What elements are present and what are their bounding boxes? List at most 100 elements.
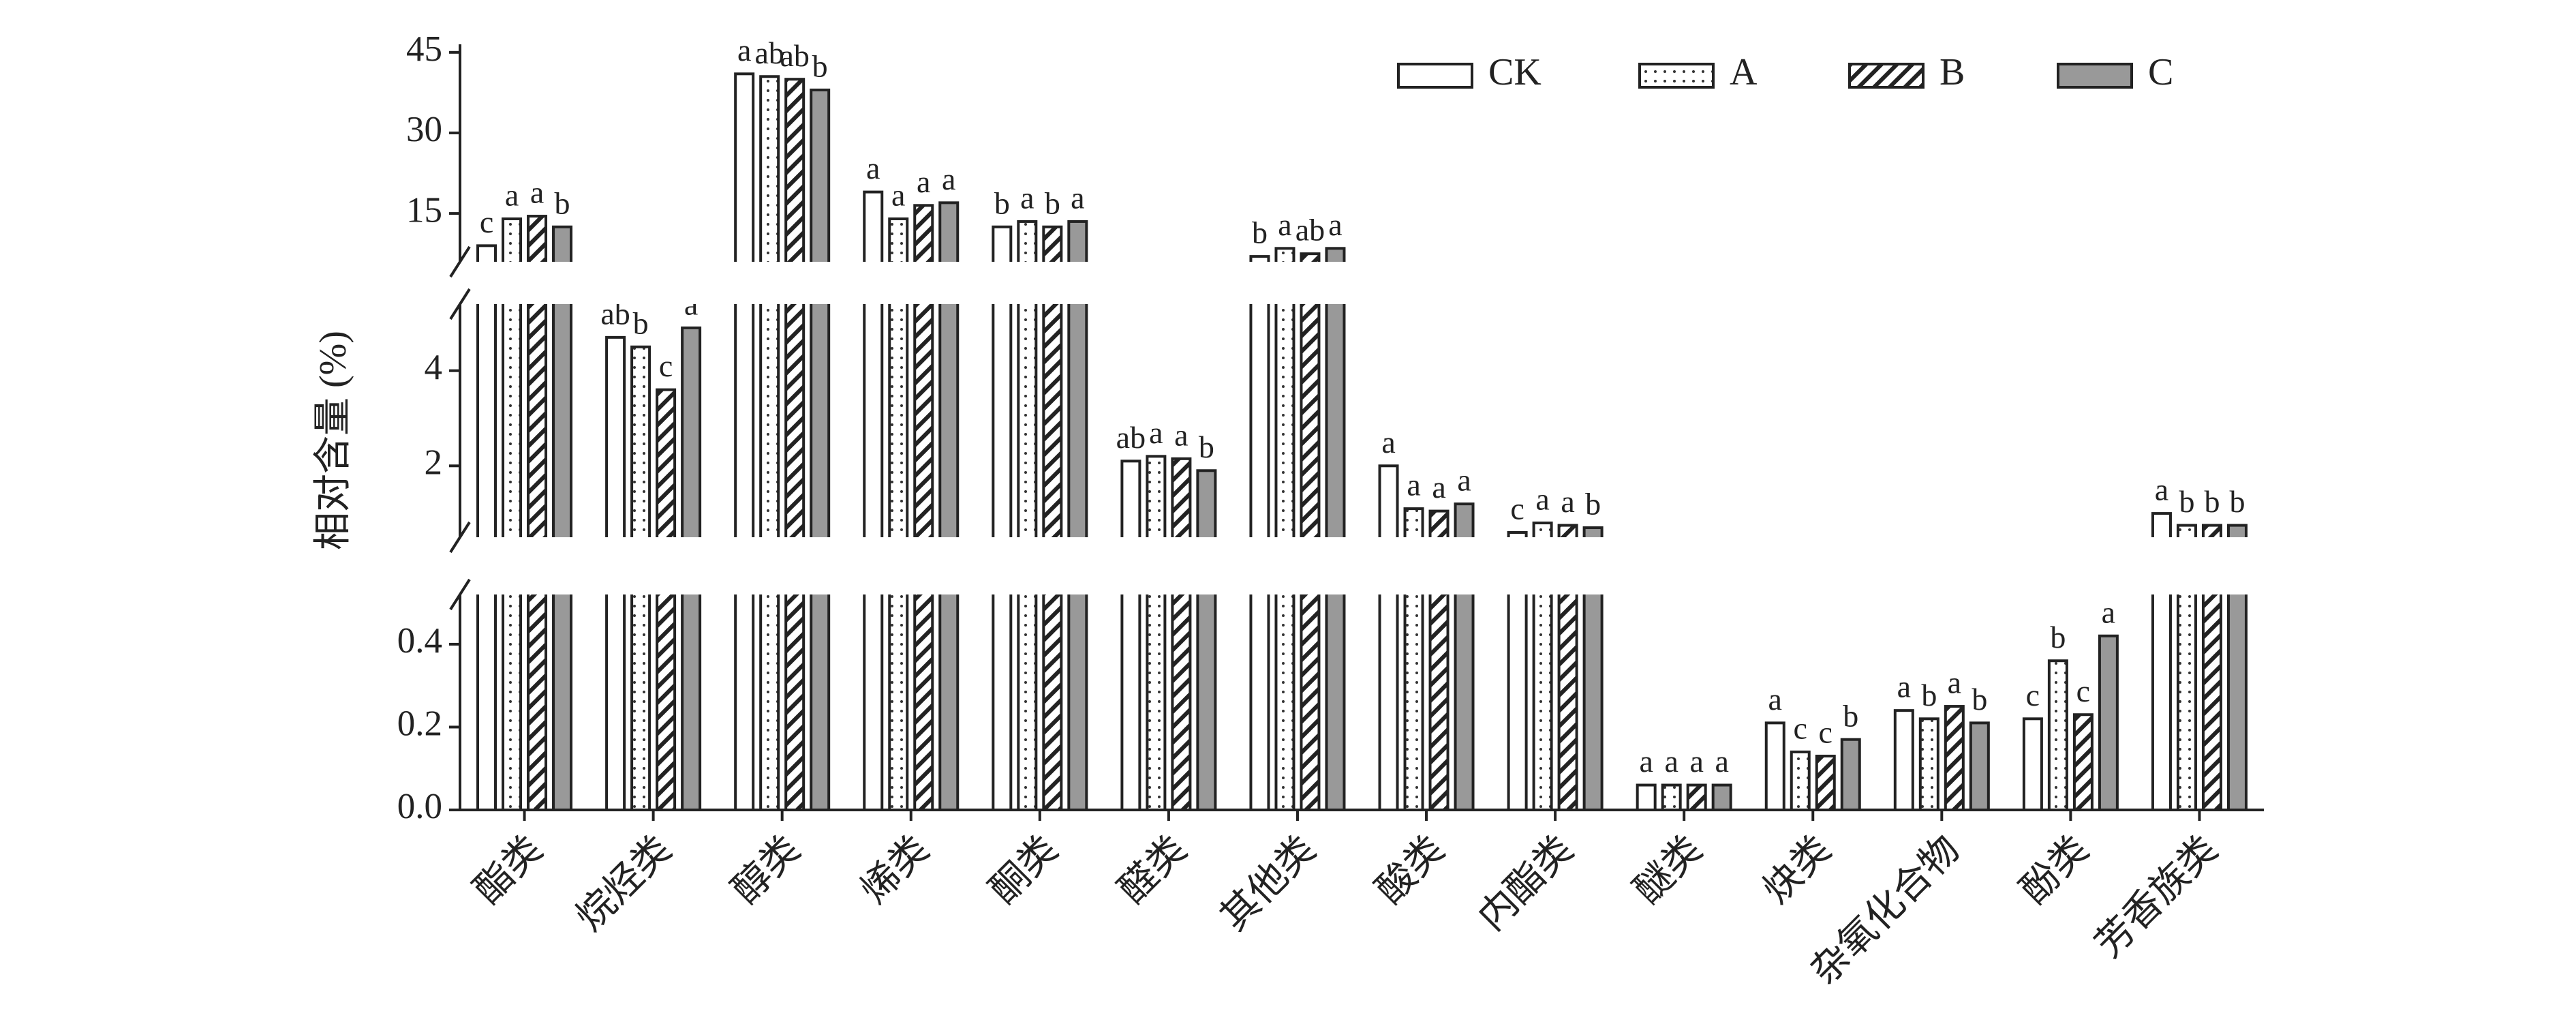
- bar: [1120, 460, 1141, 811]
- x-tick-label: 烷烃类: [568, 828, 679, 939]
- bar: [1790, 750, 1811, 812]
- significance-letter: b: [1252, 215, 1268, 250]
- significance-letter: a: [1457, 463, 1471, 498]
- significance-letter: c: [2076, 674, 2090, 708]
- significance-letter: a: [1278, 207, 1291, 242]
- significance-letter: ab: [754, 35, 784, 70]
- significance-letter: a: [2155, 472, 2168, 507]
- x-tick-label: 酸类: [1368, 828, 1452, 912]
- bar: [1042, 225, 1063, 811]
- significance-letter: a: [505, 178, 519, 213]
- bar: [1196, 469, 1217, 811]
- significance-letter: a: [1664, 744, 1678, 779]
- significance-letter: a: [1020, 180, 1034, 215]
- bar: [476, 244, 497, 811]
- bar: [2072, 713, 2094, 811]
- significance-letter: a: [1071, 180, 1084, 215]
- bar: [2022, 717, 2043, 812]
- bar: [1636, 783, 1657, 811]
- bar: [1661, 783, 1682, 811]
- axis-break: [433, 537, 2278, 594]
- significance-letter: a: [942, 162, 955, 196]
- bar: [527, 215, 548, 811]
- x-tick-label: 醛类: [1111, 828, 1195, 912]
- legend-swatch: [1397, 63, 1473, 89]
- bar: [1764, 721, 1785, 812]
- significance-letter: a: [1948, 665, 1961, 700]
- break-mark: [449, 578, 471, 611]
- significance-letter: b: [2179, 484, 2194, 519]
- significance-letter: c: [2026, 678, 2040, 712]
- bar: [656, 388, 677, 811]
- bar: [1378, 464, 1399, 812]
- significance-letter: c: [1819, 715, 1833, 750]
- significance-letter: c: [480, 205, 493, 239]
- significance-letter: b: [994, 185, 1010, 220]
- bar: [1146, 455, 1167, 811]
- bar: [1969, 721, 1990, 812]
- y-tick-label: 4: [425, 348, 443, 387]
- legend-swatch: [1638, 63, 1715, 89]
- significance-letter: b: [1843, 698, 1858, 733]
- legend-label: C: [2148, 51, 2173, 93]
- bar: [502, 217, 523, 811]
- bar: [1171, 457, 1192, 811]
- y-axis-title: 相对含量 (%): [312, 331, 354, 550]
- x-tick-label: 醇类: [724, 828, 808, 912]
- bar: [784, 78, 806, 812]
- y-tick-label: 15: [406, 190, 442, 230]
- significance-letter: b: [555, 185, 570, 220]
- significance-letter: a: [866, 151, 880, 185]
- y-tick-label: 45: [406, 29, 442, 69]
- legend-label: A: [1730, 51, 1758, 93]
- bar: [1274, 247, 1295, 811]
- significance-letter: b: [2229, 484, 2245, 519]
- significance-letter: a: [737, 33, 751, 67]
- bar: [2047, 659, 2068, 811]
- y-tick-label: 30: [406, 110, 442, 149]
- legend-swatch: [2057, 63, 2133, 89]
- significance-letter: a: [2102, 594, 2115, 629]
- legend-swatch: [1848, 63, 1925, 89]
- bar: [1249, 255, 1270, 811]
- significance-letter: a: [1432, 470, 1445, 505]
- y-tick-label: 2: [425, 442, 443, 482]
- bar: [1918, 717, 1939, 812]
- significance-letter: a: [891, 178, 905, 213]
- significance-letter: b: [1585, 487, 1601, 522]
- significance-letter: a: [1897, 669, 1911, 704]
- significance-letter: b: [1972, 682, 1987, 717]
- y-tick-label: 0.4: [397, 621, 442, 661]
- bar: [552, 225, 573, 811]
- legend-label: B: [1939, 51, 1965, 93]
- bar: [1017, 220, 1038, 812]
- bar: [810, 88, 831, 812]
- legend-label: CK: [1488, 51, 1542, 93]
- significance-letter: a: [1535, 482, 1549, 517]
- significance-letter: a: [917, 164, 930, 199]
- bar: [2098, 634, 2119, 811]
- bar: [1944, 705, 1965, 811]
- significance-letter: ab: [1295, 213, 1325, 247]
- break-mark: [449, 521, 471, 554]
- significance-letter: b: [1921, 678, 1937, 712]
- significance-letter: a: [1768, 682, 1782, 717]
- significance-letter: a: [1381, 425, 1395, 460]
- significance-letter: a: [1328, 207, 1342, 242]
- significance-letter: b: [1199, 430, 1214, 464]
- significance-letter: c: [1510, 492, 1524, 526]
- bar: [1300, 252, 1321, 811]
- bar: [1067, 220, 1088, 812]
- significance-letter: b: [2050, 620, 2066, 654]
- significance-letter: b: [1045, 185, 1060, 220]
- significance-letter: b: [2204, 484, 2220, 519]
- x-tick-label: 酮类: [982, 828, 1066, 912]
- x-tick-label: 炔类: [1755, 828, 1839, 912]
- x-tick-label: 酯类: [467, 828, 551, 912]
- bar: [1815, 755, 1836, 811]
- x-tick-label: 内酯类: [1471, 828, 1582, 939]
- significance-letter: c: [659, 348, 673, 383]
- axis-break: [433, 262, 2278, 304]
- significance-letter: ab: [780, 38, 809, 73]
